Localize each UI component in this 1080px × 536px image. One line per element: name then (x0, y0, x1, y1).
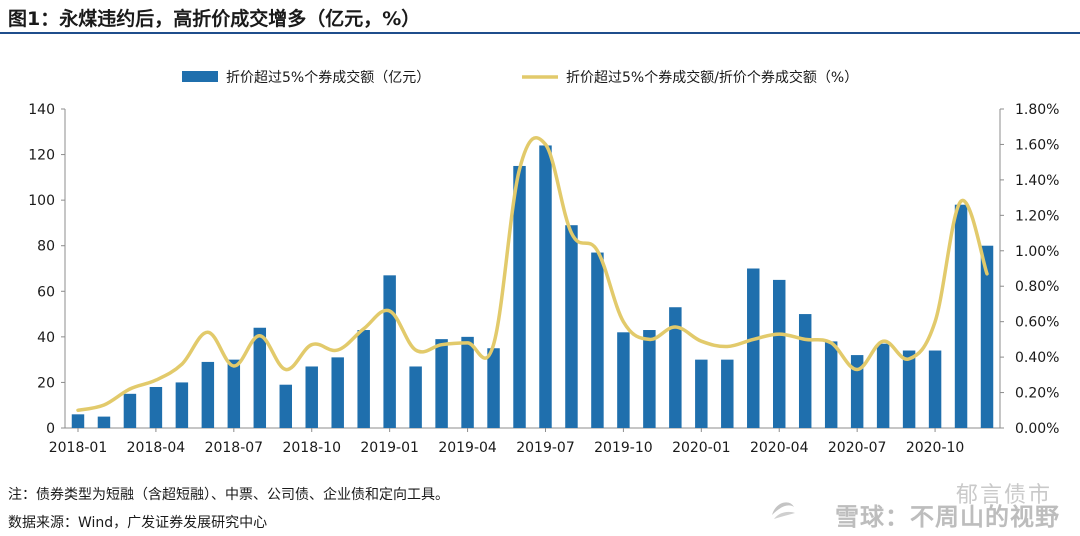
bar-2020-10 (928, 350, 942, 428)
left-axis-tick-label: 80 (37, 239, 55, 255)
bar-2019-12 (669, 307, 682, 428)
bar-2020-04 (773, 279, 786, 428)
x-axis-tick-label: 2018-07 (205, 440, 264, 456)
x-axis-tick-label: 2020-10 (906, 440, 965, 456)
watermark-account-name: 郁言债市 (955, 483, 1052, 508)
bar-2020-07 (850, 355, 864, 428)
bar-2019-01 (383, 275, 396, 428)
legend-swatch-bar (182, 71, 218, 82)
bar-2020-03 (747, 268, 760, 428)
bar-2019-02 (409, 366, 422, 428)
left-axis-tick-label: 120 (28, 148, 55, 164)
bar-2019-09 (591, 252, 604, 428)
right-axis-tick-label: 0.60% (1015, 315, 1059, 331)
bar-2019-05 (487, 348, 500, 428)
x-axis-tick-label: 2018-01 (49, 440, 108, 456)
data-source: 数据来源：Wind，广发证券发展研究中心 (8, 515, 268, 531)
bar-2018-08 (253, 327, 267, 428)
bar-2020-01 (695, 359, 708, 428)
snowball-logo-icon (772, 502, 795, 519)
bar-2019-08 (565, 225, 578, 428)
left-axis-tick-label: 100 (28, 193, 55, 209)
bar-2018-09 (279, 384, 292, 428)
bar-2020-09 (902, 350, 916, 428)
left-axis-tick-label: 40 (37, 330, 55, 346)
x-axis-tick-label: 2019-07 (516, 440, 575, 456)
right-axis-tick-label: 1.60% (1015, 137, 1059, 153)
line-series-ratio (76, 136, 989, 413)
bar-2020-05 (798, 314, 812, 428)
bar-2018-05 (175, 382, 189, 428)
bar-2018-12 (357, 330, 370, 428)
right-axis-tick-label: 1.80% (1015, 102, 1059, 118)
title-bar: 图1：永煤违约后，高折价成交增多（亿元，%） (0, 0, 1080, 34)
right-axis-tick-label: 1.00% (1015, 244, 1059, 260)
bar-2018-07 (227, 359, 241, 428)
legend-label-line: 折价超过5%个券成交额/折价个券成交额（%） (566, 69, 858, 86)
chart-area: 0 20 40 60 80 100 120 140 0.00% 0.20% 0.40% 0.60% 0.… (0, 34, 1080, 480)
right-axis-tick-label: 0.20% (1015, 386, 1059, 402)
left-axis-tick-label: 20 (37, 375, 55, 391)
x-axis-tick-label: 2020-01 (672, 440, 731, 456)
bar-2020-08 (876, 343, 890, 428)
bar-2019-06 (513, 165, 526, 428)
right-axis-tick-label: 1.40% (1015, 173, 1059, 189)
bar-2018-10 (305, 366, 318, 428)
chart-note: 注：债券类型为短融（含超短融）、中票、公司债、企业债和定向工具。 (8, 487, 449, 503)
watermark-platform: 雪球：不周山的视野 (835, 503, 1060, 531)
right-axis-tick-label: 1.20% (1015, 208, 1059, 224)
right-axis-tick-label: 0.00% (1015, 421, 1059, 437)
bar-2018-03 (123, 393, 137, 428)
bar-2018-01 (71, 414, 85, 428)
right-axis-tick-label: 0.40% (1015, 350, 1059, 366)
bar-2019-03 (435, 339, 448, 428)
x-axis-tick-label: 2018-10 (282, 440, 341, 456)
bar-2019-07 (539, 145, 552, 428)
x-axis-tick-label: 2019-04 (438, 440, 497, 456)
bar-2020-12 (980, 245, 994, 428)
bar-2020-02 (721, 359, 734, 428)
left-axis-tick-label: 140 (28, 102, 55, 118)
bar-2018-02 (97, 416, 111, 428)
combo-chart: 0 20 40 60 80 100 120 140 0.00% 0.20% 0.40% 0.60% 0.… (28, 69, 1059, 456)
bar-2020-11 (954, 204, 968, 428)
left-axis-tick-label: 0 (46, 421, 55, 437)
bar-2019-10 (617, 332, 630, 428)
bar-2018-06 (201, 361, 215, 428)
right-axis-tick-label: 0.80% (1015, 279, 1059, 295)
x-axis-tick-label: 2019-10 (594, 440, 653, 456)
left-axis-tick-label: 60 (37, 284, 55, 300)
bar-2019-11 (643, 330, 656, 428)
x-axis-tick-label: 2020-04 (750, 440, 809, 456)
x-axis-tick-label: 2018-04 (127, 440, 186, 456)
bar-2018-04 (149, 386, 163, 428)
figure-title: 图1：永煤违约后，高折价成交增多（亿元，%） (8, 8, 421, 30)
bar-2019-04 (461, 336, 474, 428)
bar-2018-11 (331, 357, 344, 428)
bar-2020-06 (824, 341, 838, 428)
legend-label-bar: 折价超过5%个券成交额（亿元） (226, 69, 430, 86)
x-axis-tick-label: 2019-01 (360, 440, 419, 456)
x-axis-tick-label: 2020-07 (828, 440, 887, 456)
watermark: 郁言债市 雪球：不周山的视野 (730, 483, 1070, 531)
